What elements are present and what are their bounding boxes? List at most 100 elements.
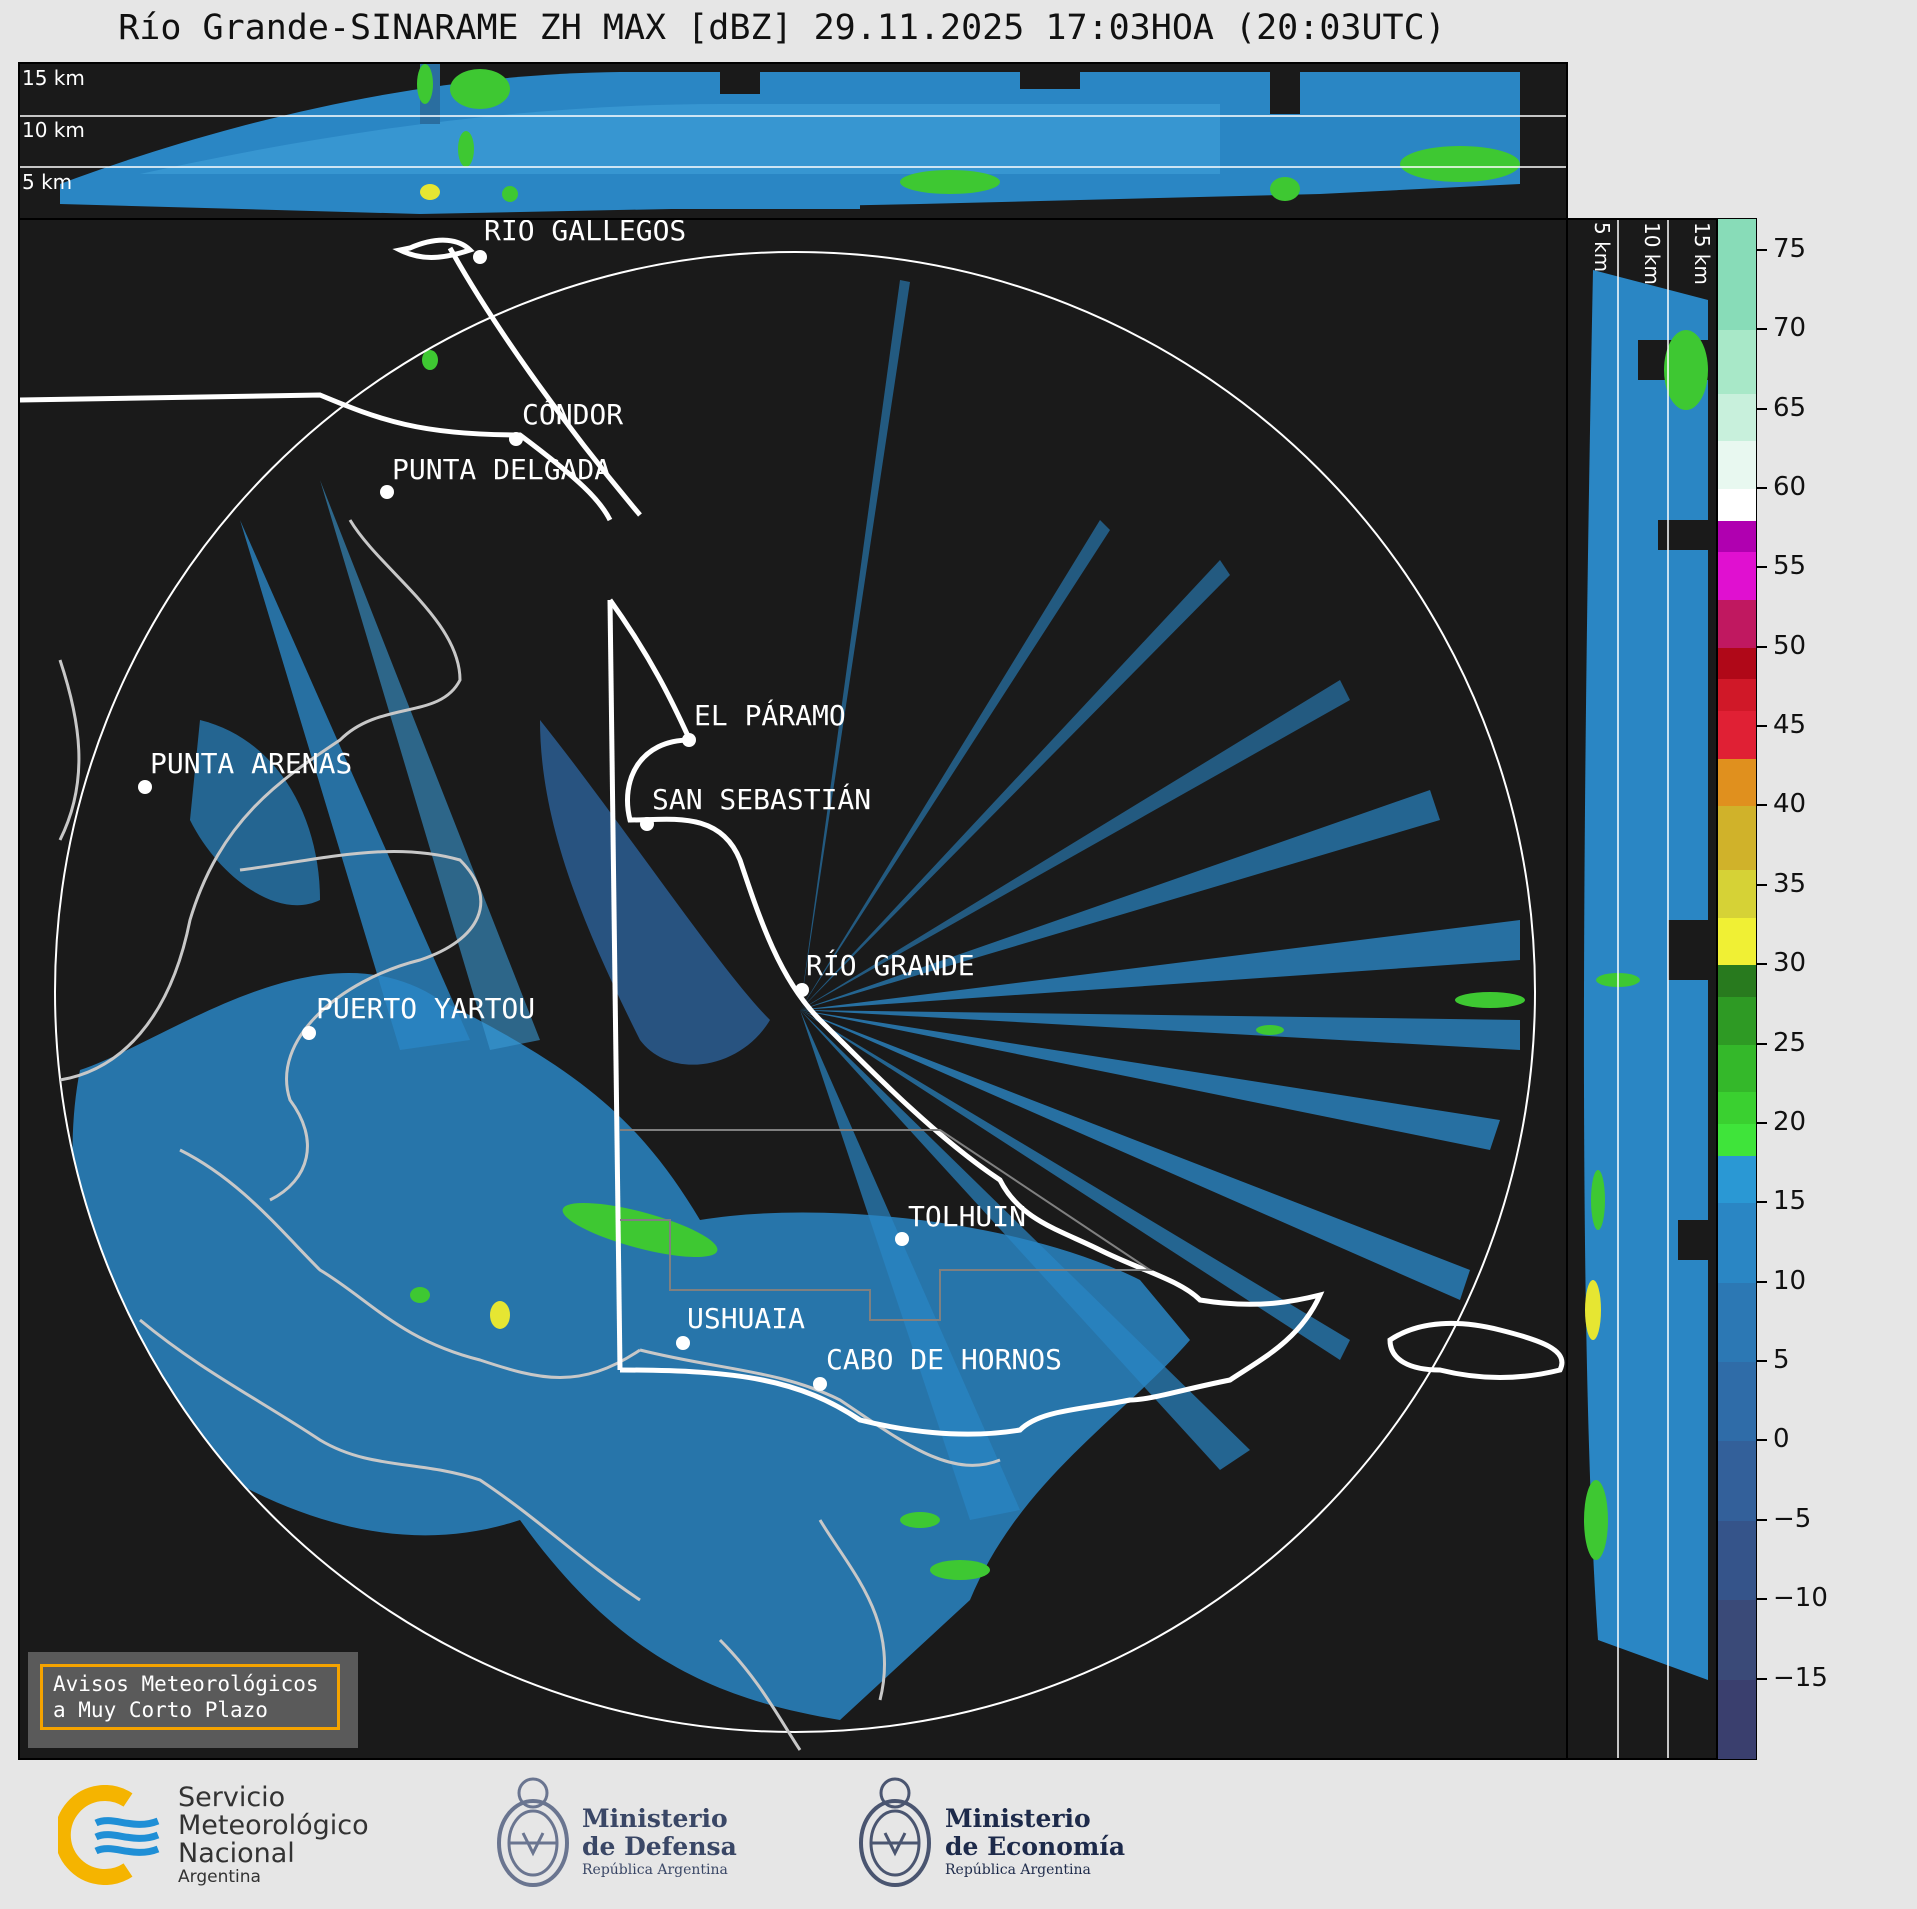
smn-logo-icon — [58, 1785, 160, 1885]
colorbar-tick — [1757, 1121, 1767, 1124]
colorbar-band — [1718, 520, 1756, 553]
city-dot-tolhuin — [895, 1232, 909, 1246]
range-ring — [54, 251, 1536, 1733]
colorbar-tick-label: 60 — [1773, 471, 1807, 502]
city-label-rio-gallegos: RÍO GALLEGOS — [484, 218, 687, 247]
argentina-seal-icon — [497, 1777, 569, 1887]
warning-line-1: Avisos Meteorológicos — [53, 1672, 319, 1696]
colorbar-tick-label: 20 — [1773, 1106, 1807, 1137]
city-dot-rio-grande — [795, 983, 809, 997]
colorbar-tick-label: 70 — [1773, 313, 1807, 344]
colorbar-tick — [1757, 1201, 1767, 1204]
colorbar-tick-label: 40 — [1773, 789, 1807, 820]
top-cross-section-panel: 15 km 10 km 5 km — [18, 62, 1568, 220]
colorbar-band — [1718, 1362, 1756, 1442]
city-label-condor: CÓNDOR — [522, 398, 624, 431]
colorbar-band — [1718, 393, 1756, 442]
province-boundary — [620, 1129, 1154, 1321]
colorbar-band — [1718, 965, 1756, 997]
colorbar-tick — [1757, 883, 1767, 886]
side-cross-section-panel: 5 km 10 km 15 km — [1566, 218, 1718, 1760]
defensa-text: Ministerio de Defensa República Argentin… — [582, 1805, 737, 1879]
colorbar-tick — [1757, 566, 1767, 569]
city-dot-puerto-yartou — [302, 1026, 316, 1040]
side-cross-section-echo — [1583, 220, 1708, 1758]
colorbar-tick — [1757, 1598, 1767, 1601]
colorbar-tick — [1757, 804, 1767, 807]
city-label-puerto-yartou: PUERTO YARTOU — [316, 992, 536, 1025]
city-dot-el-paramo — [682, 733, 696, 747]
colorbar-band — [1718, 711, 1756, 759]
colorbar-band — [1718, 1155, 1756, 1204]
colorbar-band — [1718, 219, 1756, 331]
colorbar-band — [1718, 1092, 1756, 1124]
defensa-line-1: Ministerio — [582, 1804, 728, 1833]
radar-map-panel: RÍO GALLEGOS CÓNDOR PUNTA DELGADA EL PÁR… — [18, 218, 1568, 1760]
city-label-ushuaia: USHUAIA — [687, 1302, 806, 1335]
colorbar-tick — [1757, 486, 1767, 489]
defensa-seal — [493, 1775, 573, 1895]
colorbar-tick-label: −10 — [1773, 1583, 1828, 1614]
colorbar-tick — [1757, 1677, 1767, 1680]
top-km-label-10: 10 km — [22, 118, 85, 142]
economia-seal — [855, 1775, 935, 1895]
colorbar-band — [1718, 1600, 1756, 1680]
smn-logo-text: Servicio Meteorológico Nacional Argentin… — [178, 1782, 369, 1887]
colorbar-tick-label: 30 — [1773, 948, 1807, 979]
top-km-label-5: 5 km — [22, 170, 73, 194]
city-label-punta-delgada: PUNTA DELGADA — [392, 453, 612, 486]
city-dot-condor — [509, 432, 523, 446]
top-km-label-15: 15 km — [22, 66, 85, 90]
colorbar-tick-label: 75 — [1773, 233, 1807, 264]
radar-map-svg — [20, 237, 1565, 1751]
colorbar-tick-label: 0 — [1773, 1424, 1790, 1455]
colorbar-tick-label: 5 — [1773, 1345, 1790, 1376]
economia-line-1: Ministerio — [945, 1804, 1091, 1833]
dbz-colorbar — [1717, 218, 1757, 1760]
colorbar-band — [1718, 441, 1756, 489]
defensa-line-2: de Defensa — [582, 1832, 737, 1861]
colorbar-band — [1718, 552, 1756, 601]
colorbar-band — [1718, 1044, 1756, 1093]
colorbar-tick — [1757, 1280, 1767, 1283]
colorbar-band — [1718, 806, 1756, 870]
colorbar-tick-label: −15 — [1773, 1662, 1828, 1693]
colorbar-tick — [1757, 645, 1767, 648]
colorbar-tick — [1757, 1518, 1767, 1521]
colorbar-band — [1718, 1282, 1756, 1363]
economia-text: Ministerio de Economía República Argenti… — [945, 1805, 1125, 1879]
warning-line-2: a Muy Corto Plazo — [53, 1698, 268, 1722]
colorbar-band — [1718, 1520, 1756, 1601]
colorbar-tick-label: 50 — [1773, 630, 1807, 661]
colorbar-band — [1718, 600, 1756, 648]
city-label-san-sebastian: SAN SEBASTIÁN — [652, 783, 872, 816]
colorbar-band — [1718, 1123, 1756, 1156]
coastline-layer — [58, 519, 1001, 1751]
smn-line-1: Servicio — [178, 1782, 286, 1813]
warning-box: Avisos Meteorológicos a Muy Corto Plazo — [28, 1652, 358, 1748]
colorbar-tick-label: 10 — [1773, 1265, 1807, 1296]
colorbar-tick-label: 25 — [1773, 1027, 1807, 1058]
colorbar-tick — [1757, 963, 1767, 966]
colorbar-tick-label: 55 — [1773, 551, 1807, 582]
colorbar-band — [1718, 330, 1756, 394]
colorbar-band — [1718, 758, 1756, 807]
city-dot-cabo-de-hornos — [813, 1377, 827, 1391]
colorbar-tick — [1757, 725, 1767, 728]
smn-line-3: Nacional — [178, 1838, 295, 1869]
colorbar-band — [1718, 679, 1756, 712]
city-dot-punta-arenas — [138, 780, 152, 794]
city-label-punta-arenas: PUNTA ARENAS — [150, 747, 353, 780]
colorbar-tick — [1757, 328, 1767, 331]
side-km-label-5: 5 km — [1590, 222, 1614, 273]
side-km-label-15: 15 km — [1690, 222, 1714, 285]
economia-line-2: de Economía — [945, 1832, 1126, 1861]
colorbar-band — [1718, 1679, 1756, 1759]
colorbar-tick — [1757, 1360, 1767, 1363]
colorbar-band — [1718, 917, 1756, 966]
colorbar-tick-label: 35 — [1773, 868, 1807, 899]
city-dot-punta-delgada — [380, 485, 394, 499]
colorbar-tick-label: 65 — [1773, 392, 1807, 423]
city-label-cabo-de-hornos: CABO DE HORNOS — [826, 1343, 1063, 1376]
city-label-tolhuin: TOLHUIN — [908, 1200, 1027, 1233]
